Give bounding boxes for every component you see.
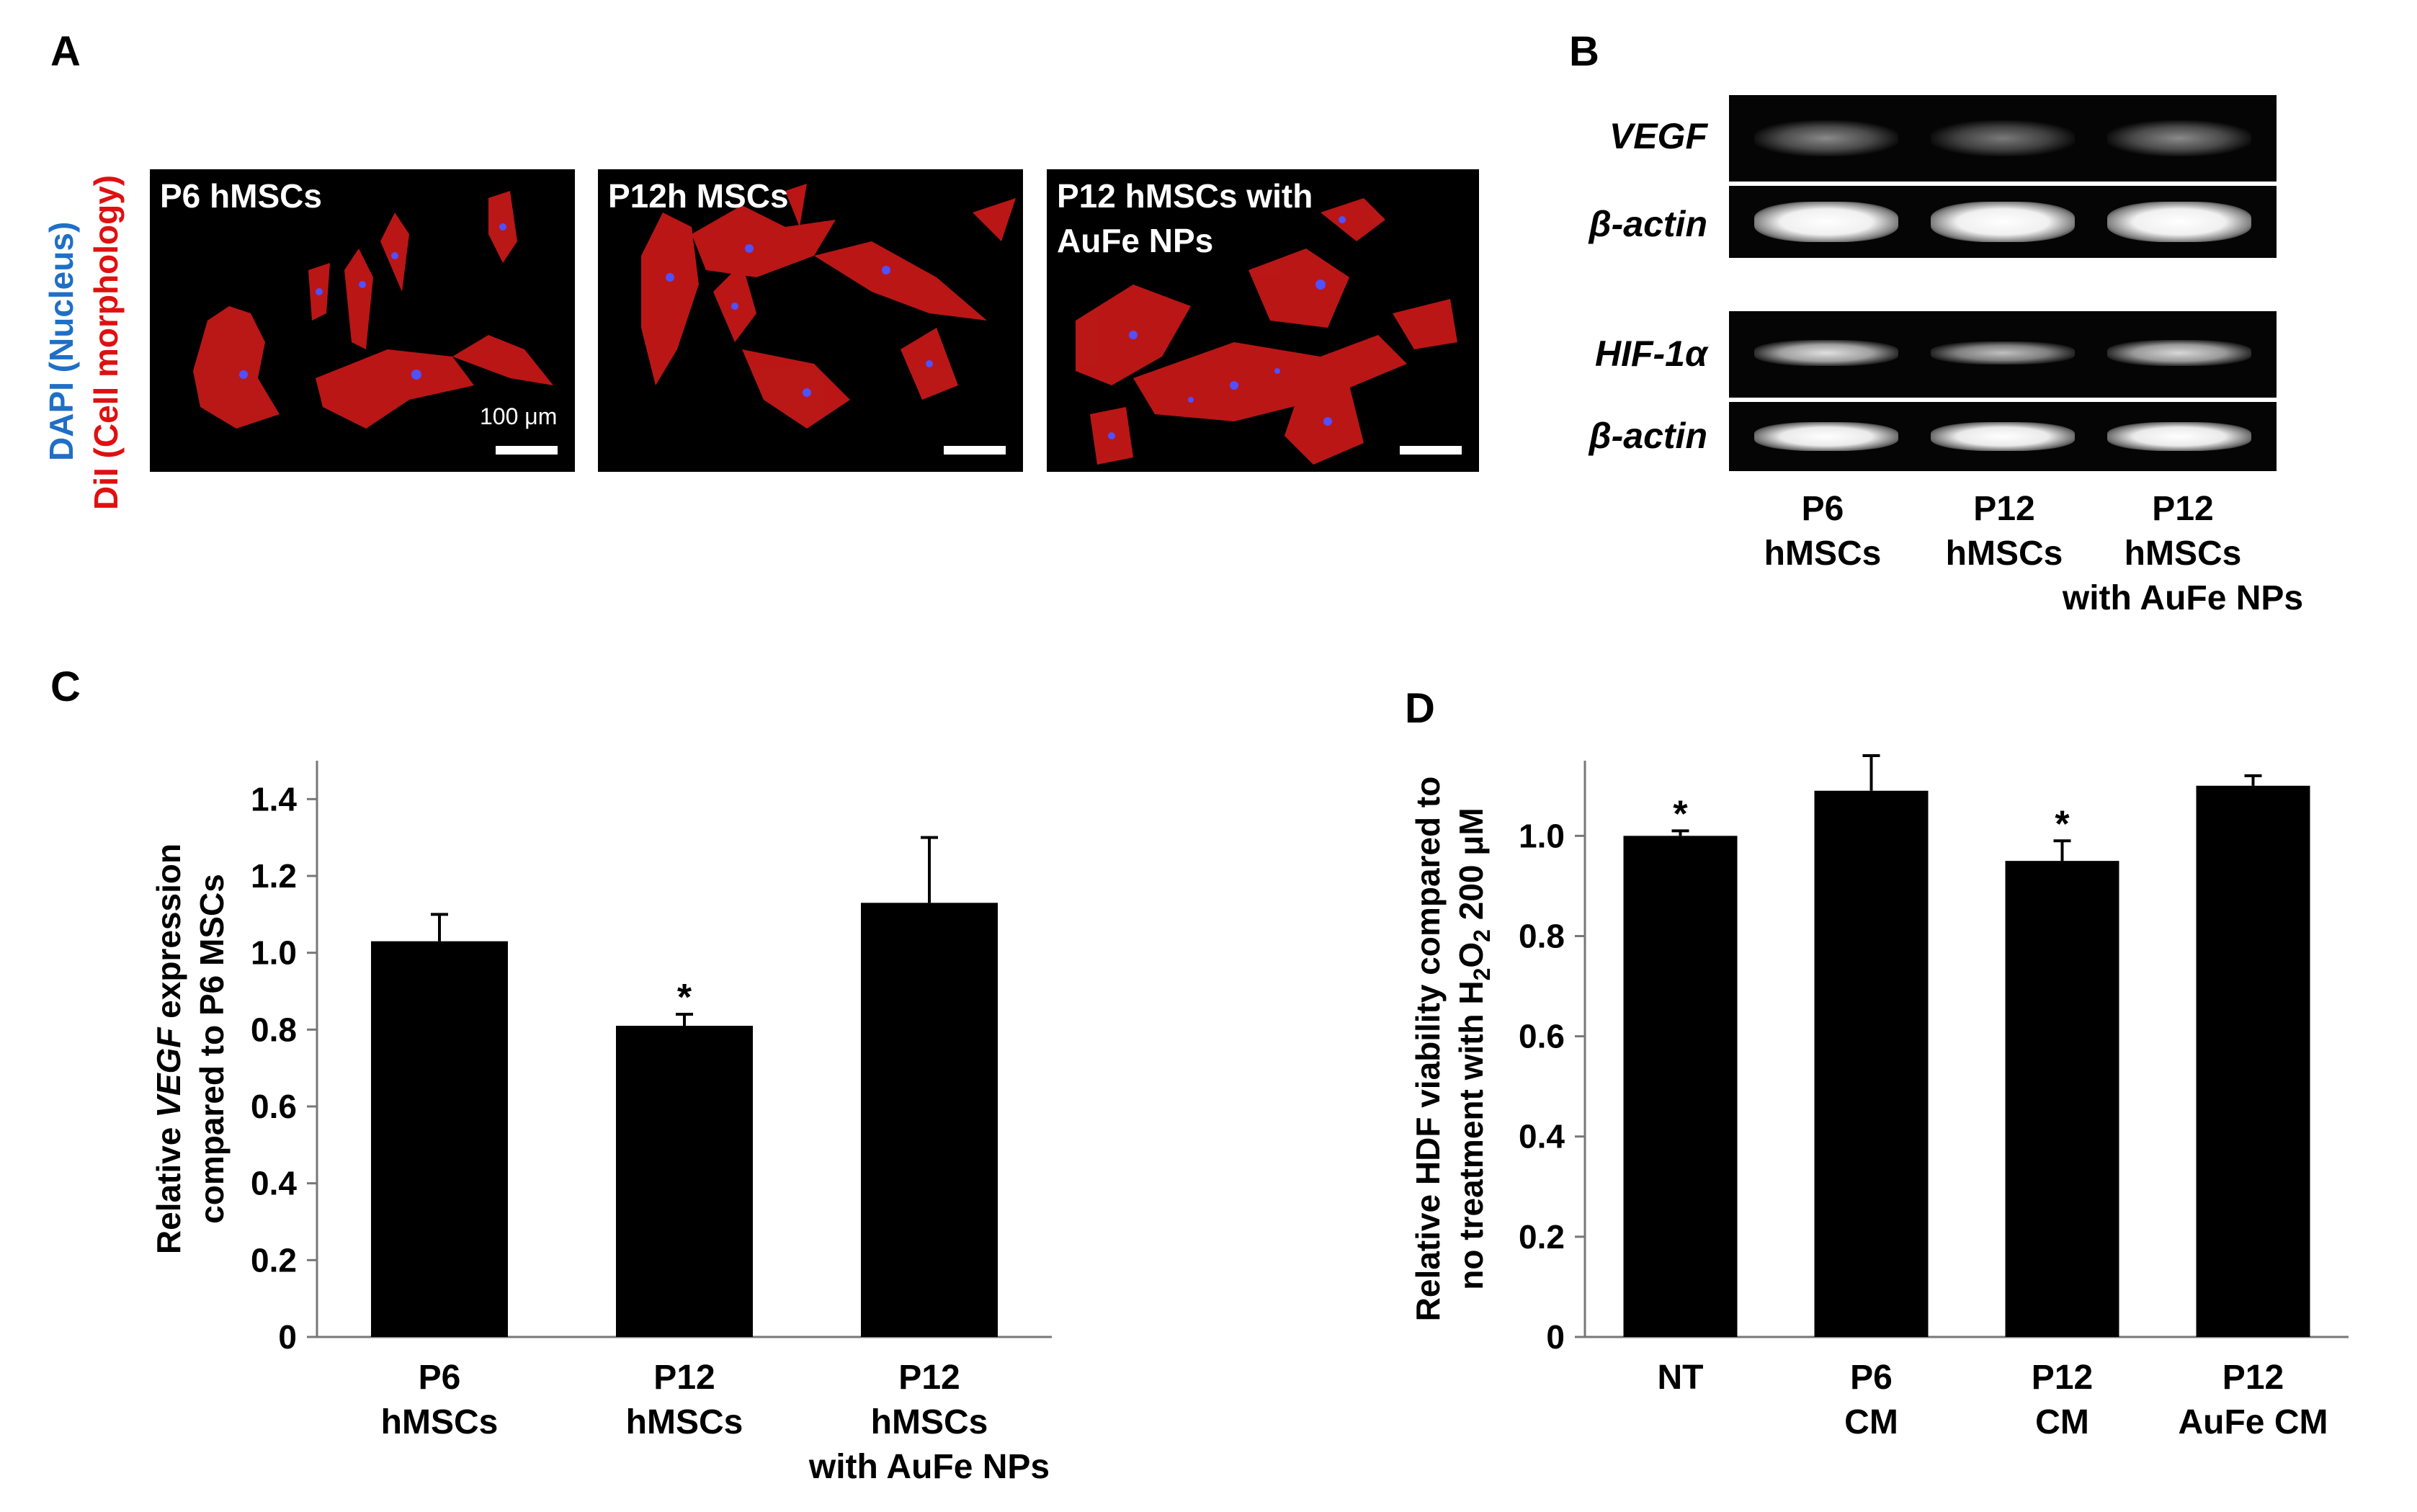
y-tick-label: 1.0 — [251, 934, 297, 972]
y-tick-label: 0.2 — [251, 1241, 297, 1279]
band — [1754, 120, 1898, 156]
bar — [371, 941, 508, 1337]
band — [1754, 202, 1898, 242]
y-tick-label: 1.2 — [251, 857, 297, 895]
y-tick-label: 0.6 — [1519, 1018, 1565, 1055]
lane-label-p12: P12 hMSCs — [1945, 490, 2063, 573]
micrograph-label-p12-aufe: P12 hMSCs with AuFe NPs — [1057, 177, 1313, 259]
category-label: P12 — [2032, 1359, 2093, 1397]
panel-letter-b: B — [1569, 28, 1599, 75]
micrograph-p6: P6 hMSCs 100 μm — [150, 169, 575, 472]
y-axis-label: Relative HDF viability compared to no tre… — [1409, 777, 1495, 1322]
y-axis-label-line1: Relative VEGF expression — [150, 844, 187, 1254]
band — [1931, 422, 2075, 451]
bar — [2005, 861, 2119, 1337]
category-label: CM — [1844, 1403, 1898, 1441]
lane-label-p6: P6 hMSCs — [1764, 490, 1882, 573]
band — [1931, 120, 2075, 156]
category-label: P12 — [653, 1359, 715, 1397]
bar — [1623, 836, 1738, 1337]
chart-c: 0 0.2 0.4 0.6 0.8 1.0 1.2 1.4 P6 hMSCs * P12 hMSCs P1… — [150, 761, 1052, 1484]
y-axis-label-line2: compared to P6 MSCs — [193, 874, 231, 1224]
gel-label-bactin-2: β-actin — [1589, 416, 1707, 456]
micrograph-cells — [641, 184, 1016, 429]
side-label: DAPI (Nucleus) — [42, 222, 81, 461]
scale-bar — [1400, 446, 1462, 455]
panel-letter-d: D — [1405, 685, 1435, 732]
gel-label-hif: HIF-1α — [1594, 334, 1707, 374]
category-label: CM — [2035, 1403, 2089, 1441]
category-label: P6 — [419, 1359, 461, 1397]
bar — [2196, 785, 2310, 1337]
gel-label-bactin-1: β-actin — [1589, 204, 1707, 244]
gel-bactin-1 — [1729, 186, 2277, 258]
band — [2107, 422, 2251, 451]
y-tick-label: 0.8 — [251, 1011, 297, 1048]
side-label-dapi: DAPI (Nucleus) — [43, 221, 80, 461]
micrograph-p12: P12h MSCs — [598, 169, 1023, 472]
y-axis-label-line2: no treatment with H2O2 200 μM — [1452, 808, 1495, 1290]
bar — [1814, 790, 1929, 1337]
scale-bar-label: 100 μm — [480, 403, 558, 429]
category-label: P12 — [2222, 1359, 2284, 1397]
gel-hif — [1729, 311, 2277, 398]
scale-bar — [496, 446, 558, 455]
y-axis-label-line1: Relative HDF viability compared to — [1409, 777, 1447, 1322]
band — [2107, 120, 2251, 156]
y-tick-label: 1.0 — [1519, 817, 1565, 854]
y-tick-label: 0.6 — [251, 1088, 297, 1125]
y-tick-label: 0 — [278, 1318, 297, 1356]
band — [2107, 202, 2251, 242]
category-label: hMSCs — [381, 1403, 499, 1441]
micrograph-label-p6: P6 hMSCs — [160, 177, 322, 215]
band — [2107, 340, 2251, 366]
category-label: AuFe CM — [2179, 1403, 2328, 1441]
micrograph-p12-aufe: P12 hMSCs with AuFe NPs — [1047, 169, 1479, 472]
bar — [616, 1026, 753, 1337]
micrograph-label-p12: P12h MSCs — [608, 177, 789, 215]
y-axis-label: Relative VEGF expression compared to P6 M… — [150, 844, 231, 1254]
band — [1754, 340, 1898, 366]
gel-vegf — [1729, 95, 2277, 182]
y-tick-label: 0.2 — [1519, 1218, 1565, 1256]
micrograph-cells — [193, 191, 553, 429]
y-tick-label: 0.4 — [1519, 1118, 1565, 1155]
panel-letter-c: C — [50, 663, 81, 710]
category-label: P12 — [898, 1359, 960, 1397]
category-label: P6 — [1850, 1359, 1893, 1397]
y-tick-label: 0 — [1546, 1318, 1565, 1356]
y-tick-label: 1.4 — [251, 780, 297, 818]
micrograph-cells — [1076, 198, 1457, 465]
gel-bactin-2 — [1729, 402, 2277, 471]
category-label: with AuFe NPs — [808, 1448, 1050, 1484]
scale-bar — [944, 446, 1006, 455]
category-label: NT — [1658, 1359, 1704, 1397]
side-label-dii: DiI (Cell morphology) — [87, 174, 125, 510]
category-label: hMSCs — [871, 1403, 988, 1441]
lane-label-p12-aufe: P12 hMSCs with AuFe NPs — [2062, 490, 2304, 617]
band — [1754, 422, 1898, 451]
band — [1931, 341, 2075, 364]
y-tick-label: 0.4 — [251, 1165, 297, 1202]
panel-letter-a: A — [50, 28, 81, 75]
bar — [861, 903, 998, 1337]
y-tick-label: 0.8 — [1519, 917, 1565, 954]
gel-label-vegf: VEGF — [1609, 116, 1707, 156]
significance-star: * — [677, 977, 692, 1019]
chart-d: 0 0.2 0.4 0.6 0.8 1.0 * NT P6 CM * P12 CM P12 AuFe CM R… — [1409, 754, 2349, 1441]
significance-star: * — [1673, 793, 1688, 835]
band — [1931, 202, 2075, 242]
significance-star: * — [2055, 803, 2070, 845]
category-label: hMSCs — [626, 1403, 743, 1441]
